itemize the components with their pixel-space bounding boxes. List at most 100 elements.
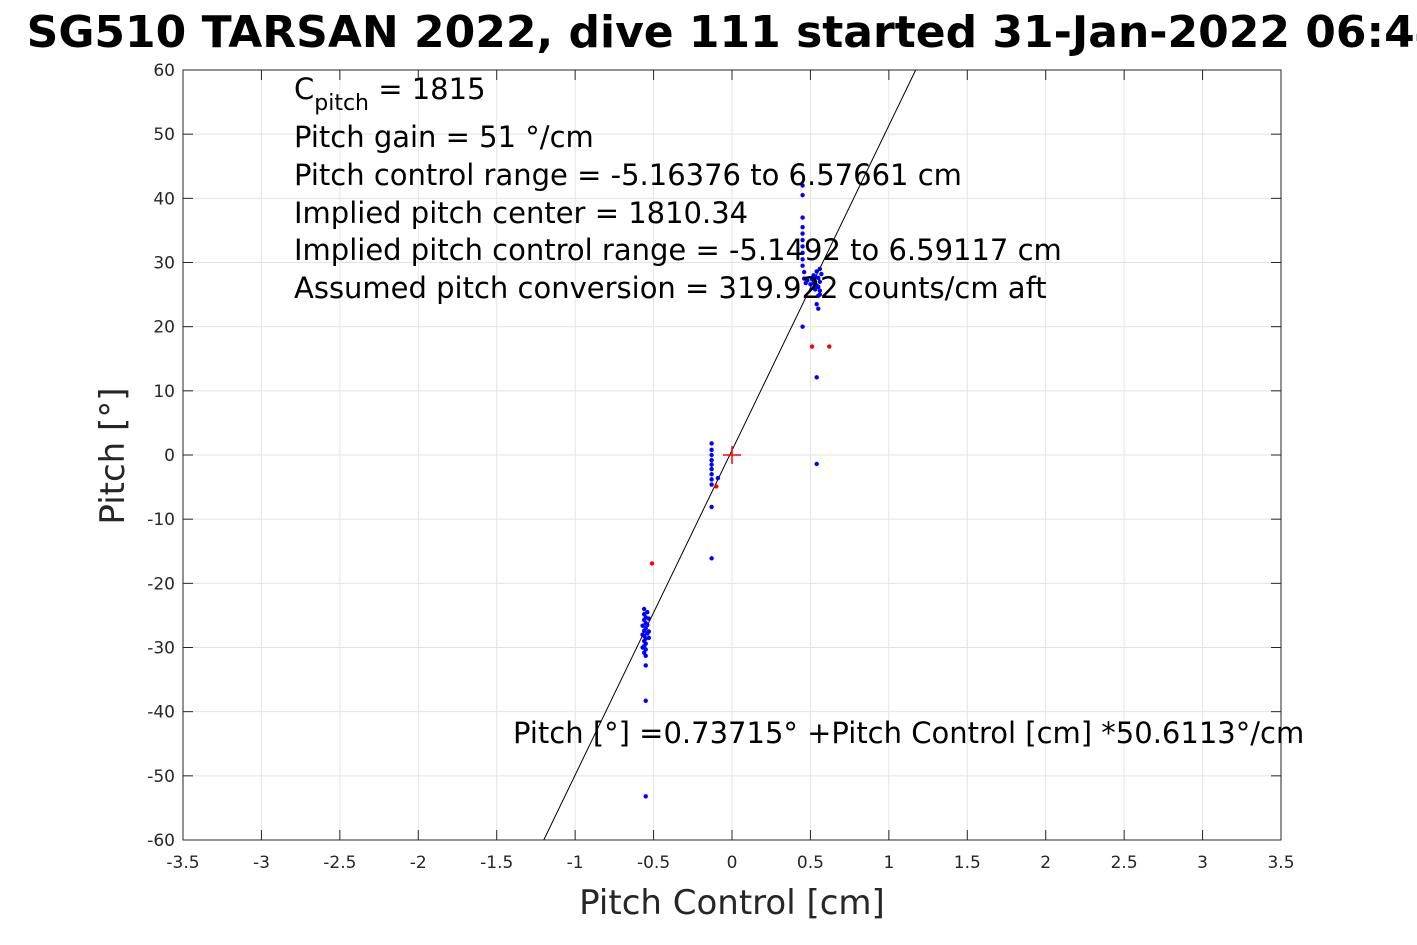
data-point <box>816 275 821 281</box>
y-tick-label: 60 <box>153 61 175 81</box>
x-tick-label: -1 <box>567 853 584 873</box>
data-point <box>801 269 807 275</box>
x-tick-label: -2 <box>410 853 427 873</box>
data-point <box>645 622 650 628</box>
data-point <box>709 472 714 477</box>
data-point <box>643 663 648 668</box>
data-point <box>646 635 652 641</box>
data-point <box>814 283 819 288</box>
y-tick-label: -30 <box>147 639 175 659</box>
data-point <box>814 302 819 307</box>
data-point <box>649 561 655 566</box>
x-axis-ticks: -3.5 -3 -2.5 -2 -1.5 -1 -0.5 0 0.5 1 1.5 2 2.5 3 3.5 <box>166 70 1295 873</box>
c-pitch-subscript: pitch <box>314 91 369 116</box>
data-point <box>646 616 652 621</box>
pitch-gain-line: Pitch gain = 51 °/cm <box>294 120 594 154</box>
data-point <box>800 250 805 256</box>
data-point <box>800 263 805 268</box>
y-tick-label: -10 <box>147 510 175 530</box>
data-point <box>709 482 714 487</box>
y-tick-label: 0 <box>164 446 175 466</box>
data-point <box>816 306 821 311</box>
x-tick-label: 1.5 <box>954 853 981 873</box>
data-point <box>827 344 832 349</box>
y-tick-label: 30 <box>153 254 175 274</box>
c-pitch-symbol: C <box>294 72 314 106</box>
data-point <box>819 271 824 277</box>
x-tick-label: 1 <box>883 853 894 873</box>
pitch-control-range-line: Pitch control range = -5.16376 to 6.5766… <box>294 158 962 192</box>
grid-lines <box>182 69 1282 841</box>
data-point <box>709 457 714 463</box>
data-point <box>814 461 819 467</box>
data-point <box>814 375 819 380</box>
y-tick-label: -20 <box>147 574 175 594</box>
data-point <box>709 504 714 510</box>
x-axis-label: Pitch Control [cm] <box>579 883 885 923</box>
data-point <box>811 273 816 278</box>
data-point <box>715 475 721 481</box>
data-point <box>709 447 714 453</box>
data-point <box>640 623 645 628</box>
data-point <box>714 484 719 489</box>
data-point <box>640 645 645 650</box>
y-tick-label: -60 <box>147 831 175 851</box>
x-tick-label: -3.5 <box>166 853 199 873</box>
data-point <box>817 292 823 297</box>
x-tick-label: -1.5 <box>480 853 513 873</box>
data-point <box>800 244 805 249</box>
data-point <box>641 628 647 634</box>
y-tick-label: 10 <box>153 382 175 402</box>
y-axis-label: Pitch [°] <box>93 387 133 524</box>
y-tick-label: 40 <box>153 189 175 209</box>
data-point <box>814 269 819 274</box>
data-point <box>800 257 805 262</box>
y-tick-label: 20 <box>153 318 175 338</box>
y-axis-ticks: 60 50 40 30 20 10 0 -10 -20 -30 -40 -50 -60 <box>147 61 1281 851</box>
c-pitch-value: = 1815 <box>369 72 486 106</box>
assumed-pitch-conversion-line: Assumed pitch conversion = 319.922 count… <box>294 271 1047 305</box>
data-point <box>817 266 823 272</box>
data-point <box>800 237 805 243</box>
c-pitch-line: Cpitch = 1815 <box>294 72 486 116</box>
chart-title: SG510 TARSAN 2022, dive 111 started 31-J… <box>27 7 1417 58</box>
data-point <box>709 452 714 458</box>
x-tick-label: 2 <box>1040 853 1051 873</box>
data-point <box>809 276 815 282</box>
x-tick-label: 0 <box>727 853 738 873</box>
implied-pitch-control-range-line: Implied pitch control range = -5.1492 to… <box>294 233 1062 267</box>
data-point <box>643 653 648 659</box>
data-point <box>709 477 714 482</box>
data-point <box>800 183 805 188</box>
x-tick-label: 3 <box>1197 853 1208 873</box>
data-point <box>817 288 823 293</box>
data-point <box>800 192 805 198</box>
x-tick-label: -0.5 <box>637 853 670 873</box>
data-point <box>643 794 648 799</box>
data-point <box>645 610 650 615</box>
fit-equation-label: Pitch [°] =0.73715° +Pitch Control [cm] … <box>513 716 1304 750</box>
data-point <box>809 344 815 349</box>
x-tick-label: -3 <box>253 853 270 873</box>
data-point <box>800 231 805 236</box>
center-marker-group <box>723 446 741 464</box>
data-point <box>709 462 714 467</box>
data-point <box>646 629 652 634</box>
data-point <box>805 278 810 283</box>
data-point <box>800 225 805 230</box>
data-point <box>811 280 816 286</box>
data-point <box>800 215 805 220</box>
data-point <box>640 632 645 637</box>
data-points <box>640 183 832 799</box>
data-point <box>643 698 648 703</box>
x-tick-label: 0.5 <box>797 853 824 873</box>
y-tick-label: -50 <box>147 767 175 787</box>
data-point <box>709 441 714 446</box>
data-point <box>641 606 647 612</box>
implied-pitch-center-line: Implied pitch center = 1810.34 <box>294 196 748 230</box>
x-tick-label: 2.5 <box>1111 853 1138 873</box>
data-point <box>800 324 805 329</box>
data-point <box>709 556 714 561</box>
data-point <box>817 279 823 284</box>
